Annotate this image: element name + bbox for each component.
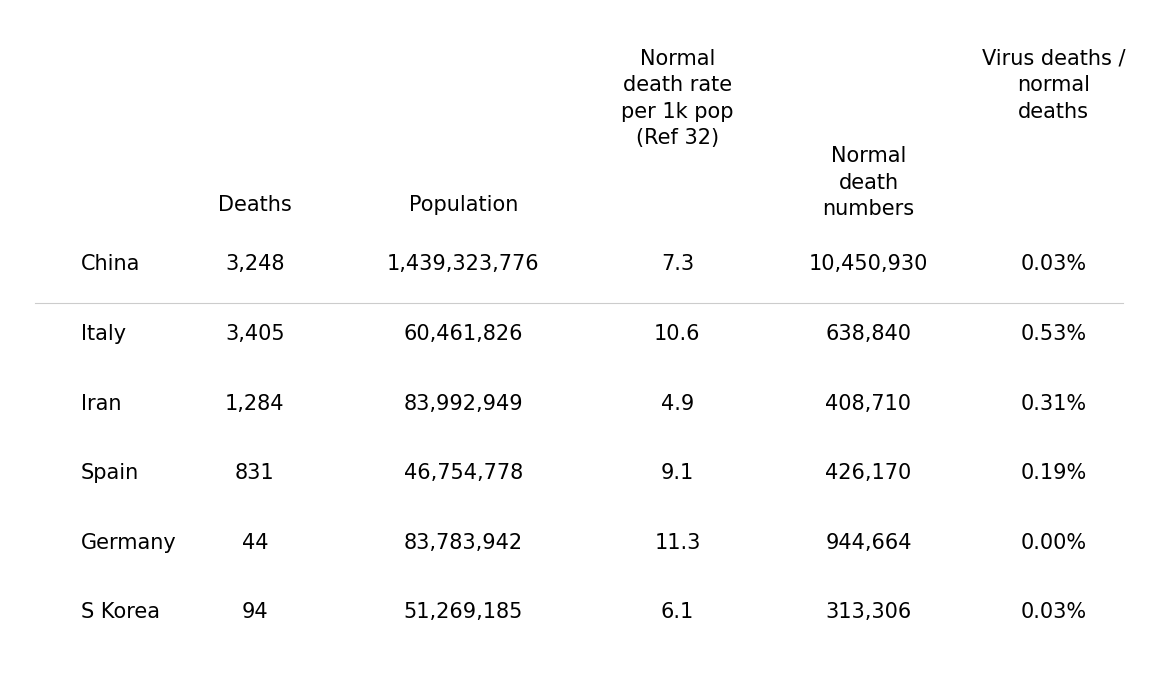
Text: 3,405: 3,405 xyxy=(225,324,285,344)
Text: S Korea: S Korea xyxy=(81,603,160,622)
Text: 44: 44 xyxy=(242,533,267,553)
Text: Spain: Spain xyxy=(81,464,139,483)
Text: 10,450,930: 10,450,930 xyxy=(808,255,929,274)
Text: 94: 94 xyxy=(242,603,267,622)
Text: 11.3: 11.3 xyxy=(654,533,701,553)
Text: 638,840: 638,840 xyxy=(826,324,911,344)
Text: 0.00%: 0.00% xyxy=(1020,533,1087,553)
Text: Virus deaths /
normal
deaths: Virus deaths / normal deaths xyxy=(982,49,1126,122)
Text: 83,783,942: 83,783,942 xyxy=(404,533,522,553)
Text: Normal
death rate
per 1k pop
(Ref 32): Normal death rate per 1k pop (Ref 32) xyxy=(621,49,734,148)
Text: China: China xyxy=(81,255,140,274)
Text: 51,269,185: 51,269,185 xyxy=(403,603,523,622)
Text: 9.1: 9.1 xyxy=(661,464,694,483)
Text: 3,248: 3,248 xyxy=(225,255,285,274)
Text: 313,306: 313,306 xyxy=(826,603,911,622)
Text: 831: 831 xyxy=(235,464,274,483)
Text: Italy: Italy xyxy=(81,324,126,344)
Text: 944,664: 944,664 xyxy=(826,533,911,553)
Text: 0.03%: 0.03% xyxy=(1020,255,1087,274)
Text: Germany: Germany xyxy=(81,533,177,553)
Text: 1,439,323,776: 1,439,323,776 xyxy=(387,255,540,274)
Text: 10.6: 10.6 xyxy=(654,324,701,344)
Text: 0.19%: 0.19% xyxy=(1020,464,1087,483)
Text: 6.1: 6.1 xyxy=(661,603,694,622)
Text: 46,754,778: 46,754,778 xyxy=(404,464,522,483)
Text: 426,170: 426,170 xyxy=(826,464,911,483)
Text: Population: Population xyxy=(409,195,518,215)
Text: 83,992,949: 83,992,949 xyxy=(403,394,523,413)
Text: 0.53%: 0.53% xyxy=(1020,324,1087,344)
Text: 408,710: 408,710 xyxy=(826,394,911,413)
Text: Normal
death
numbers: Normal death numbers xyxy=(822,146,915,219)
Text: 0.31%: 0.31% xyxy=(1020,394,1087,413)
Text: 1,284: 1,284 xyxy=(225,394,285,413)
Text: 7.3: 7.3 xyxy=(661,255,694,274)
Text: 0.03%: 0.03% xyxy=(1020,603,1087,622)
Text: 60,461,826: 60,461,826 xyxy=(403,324,523,344)
Text: 4.9: 4.9 xyxy=(661,394,694,413)
Text: Deaths: Deaths xyxy=(218,195,292,215)
Text: Iran: Iran xyxy=(81,394,122,413)
